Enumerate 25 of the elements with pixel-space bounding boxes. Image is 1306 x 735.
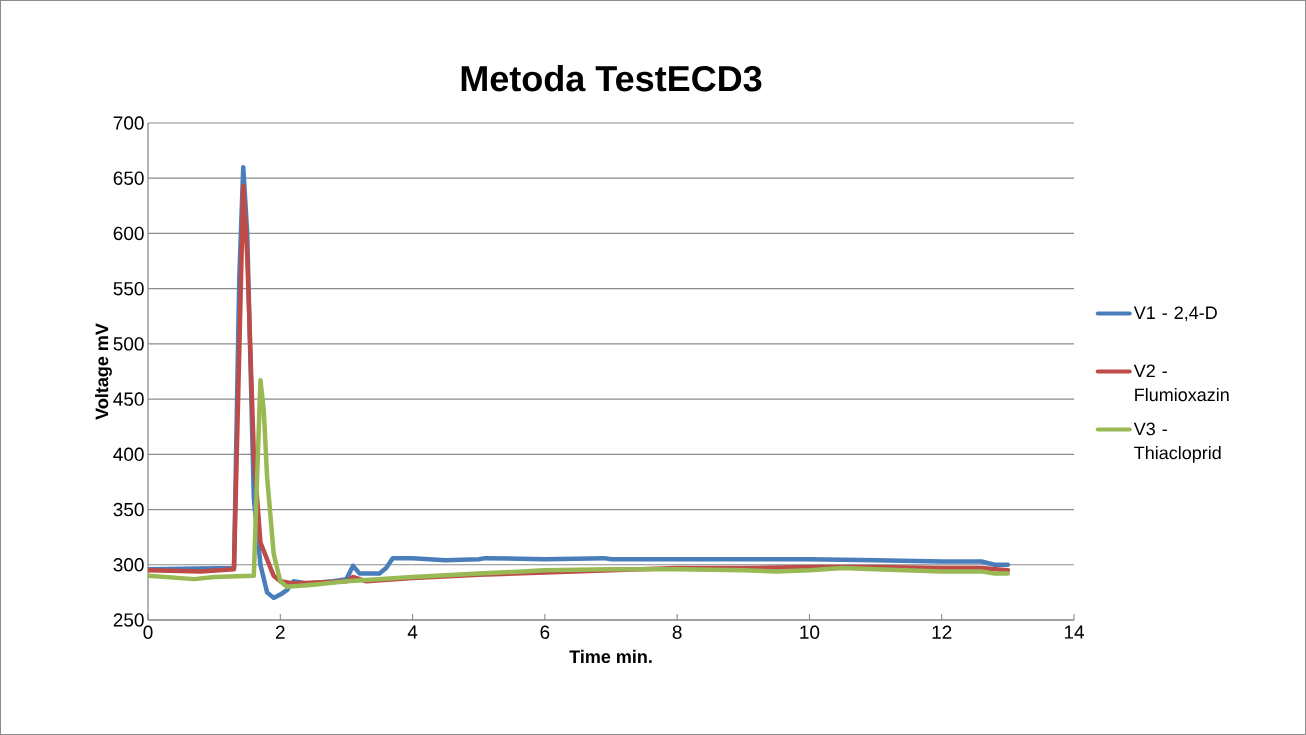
y-tick-label: 350 — [113, 502, 144, 517]
line-series — [148, 378, 1011, 590]
x-tick-label: 2 — [275, 625, 285, 639]
x-tick-label: 12 — [932, 625, 952, 639]
y-tick-label: 650 — [113, 171, 144, 185]
y-tick-label: 250 — [113, 613, 144, 627]
y-tick-label: 400 — [113, 447, 144, 462]
y-tick-label: 450 — [113, 392, 144, 406]
chart-title: Metoda TestECD3 — [461, 64, 762, 92]
x-tick-label: 6 — [540, 625, 550, 639]
y-tick-label: 300 — [113, 558, 144, 572]
legend-label: V1 - 2,4-D — [1133, 306, 1217, 322]
legend-label: V2 - Flumioxazin — [1133, 364, 1229, 402]
x-tick-label: 8 — [672, 625, 682, 639]
x-tick-label: 4 — [407, 625, 418, 639]
y-tick-label: 550 — [113, 281, 144, 296]
x-tick-label: 14 — [1064, 625, 1085, 639]
legend-label: V3 - Thiacloprid — [1133, 422, 1221, 463]
x-axis-title: Time min. — [569, 649, 652, 664]
x-tick-label: 0 — [143, 625, 153, 639]
x-tick-label: 10 — [800, 625, 820, 639]
y-tick-label: 500 — [113, 337, 144, 351]
y-tick-label: 700 — [113, 116, 144, 130]
y-tick-label: 600 — [113, 226, 144, 241]
y-axis-title: Voltage mV — [95, 323, 112, 420]
